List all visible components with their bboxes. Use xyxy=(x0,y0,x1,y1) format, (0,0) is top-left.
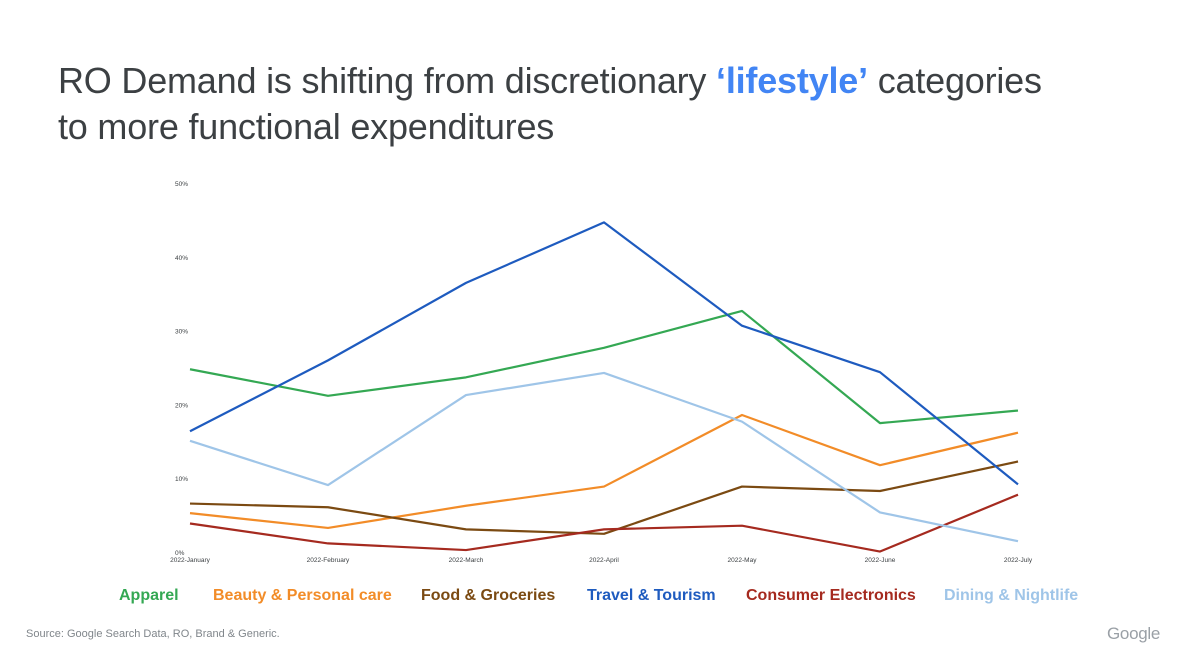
x-tick-label: 2022-May xyxy=(728,557,758,564)
legend-beauty: Beauty & Personal care xyxy=(213,587,392,604)
y-tick-label: 40% xyxy=(175,255,188,262)
series-line-beauty-personal-care xyxy=(189,413,1019,530)
series-line-apparel xyxy=(189,309,1019,425)
legend-dining: Dining & Nightlife xyxy=(944,587,1079,604)
y-tick-label: 10% xyxy=(175,476,188,483)
title-line2: to more functional expenditures xyxy=(58,106,555,147)
legend-apparel: Apparel xyxy=(119,587,179,604)
series-line-food-groceries xyxy=(189,460,1019,535)
title-part2: categories xyxy=(867,60,1042,101)
x-tick-label: 2022-June xyxy=(865,557,896,564)
source-note: Source: Google Search Data, RO, Brand & … xyxy=(26,628,280,640)
x-tick-label: 2022-July xyxy=(1004,557,1033,564)
legend-electronics: Consumer Electronics xyxy=(746,587,916,604)
legend-travel: Travel & Tourism xyxy=(587,587,716,604)
series-line-consumer-electronics xyxy=(189,493,1019,553)
y-tick-label: 50% xyxy=(175,181,188,188)
x-tick-label: 2022-February xyxy=(307,557,350,564)
x-tick-label: 2022-March xyxy=(449,557,484,564)
legend-food: Food & Groceries xyxy=(421,587,556,604)
google-logo: Google xyxy=(1107,624,1161,643)
x-tick-label: 2022-April xyxy=(589,557,619,564)
title-part1: RO Demand is shifting from discretionary xyxy=(58,60,717,101)
y-tick-label: 0% xyxy=(175,550,185,557)
page-title: RO Demand is shifting from discretionary… xyxy=(58,58,1188,150)
y-tick-label: 20% xyxy=(175,402,188,409)
x-tick-label: 2022-January xyxy=(170,557,210,564)
title-highlight: ‘lifestyle’ xyxy=(716,60,868,101)
y-tick-label: 30% xyxy=(175,329,188,336)
series-line-travel-tourism xyxy=(189,221,1019,486)
series-line-dining-nightlife xyxy=(189,371,1019,543)
